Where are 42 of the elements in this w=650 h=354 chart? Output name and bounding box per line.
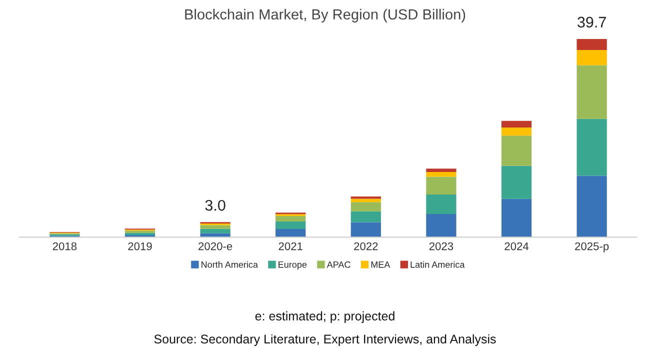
- x-tick-label: 2022: [354, 242, 378, 250]
- bar: [426, 168, 456, 172]
- x-tick-label: 2018: [52, 242, 77, 250]
- legend-label: North America: [202, 261, 258, 268]
- text: e: estimated; p: projected: [255, 311, 394, 323]
- bar: [350, 222, 381, 238]
- bar: [426, 176, 456, 195]
- bar: [200, 225, 230, 229]
- legend-label: MEA: [371, 261, 390, 268]
- bar: [501, 136, 532, 166]
- annotation: 3.0: [205, 200, 226, 211]
- bar: [350, 202, 381, 212]
- source-note: Source: Secondary Literature, Expert Interviews, and Analysis: [154, 334, 496, 346]
- bar: [426, 194, 456, 214]
- bar: [501, 198, 532, 238]
- bar: [276, 216, 306, 222]
- bar: [576, 118, 607, 176]
- bar: [501, 128, 532, 136]
- x-tick-label: 2020-e: [198, 242, 232, 250]
- bar: [276, 229, 306, 238]
- x-tick-label: 2019: [128, 242, 152, 250]
- x-tick-label: 2025-p: [575, 242, 609, 252]
- bar: [576, 176, 607, 238]
- bar: [426, 214, 456, 238]
- bar: [426, 172, 456, 177]
- bar: [501, 166, 532, 199]
- bar: [350, 198, 381, 202]
- legend-label: Latin America: [410, 261, 465, 268]
- bar: [350, 211, 381, 222]
- bar: [276, 222, 306, 230]
- bar: [576, 65, 607, 119]
- x-tick-label: 2023: [429, 242, 454, 250]
- bar: [200, 228, 230, 234]
- chart-title: Blockchain Market, By Region (USD Billion): [185, 8, 466, 22]
- annotation: 39.7: [578, 16, 606, 28]
- legend-label: APAC: [326, 261, 350, 268]
- x-tick-label: 2021: [278, 242, 302, 250]
- legend-label: Europe: [278, 261, 307, 270]
- bar: [576, 38, 607, 50]
- bar: [576, 50, 607, 66]
- bar: [501, 120, 532, 128]
- x-tick-label: 2024: [504, 242, 529, 250]
